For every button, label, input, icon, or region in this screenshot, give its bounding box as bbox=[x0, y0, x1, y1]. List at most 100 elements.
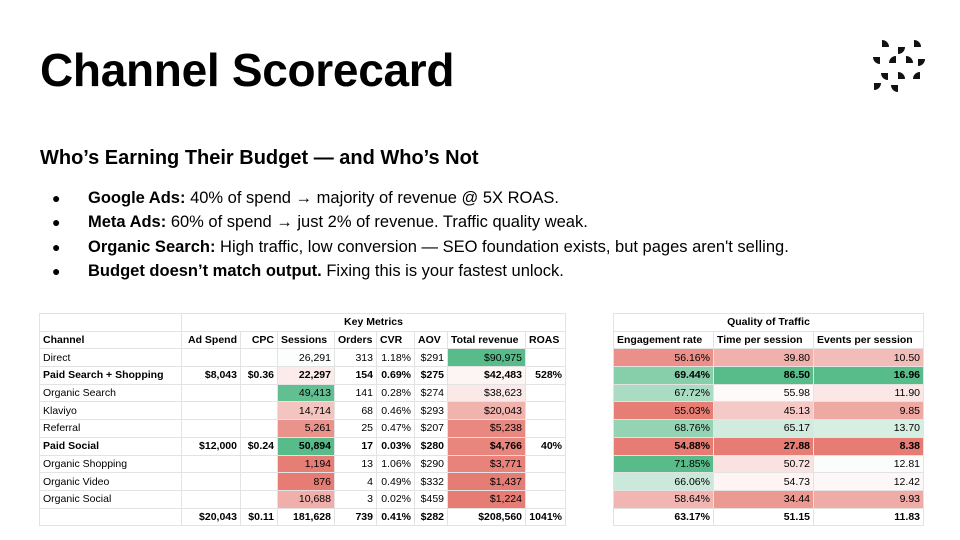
group-header-row: Key Metrics bbox=[39, 313, 566, 332]
table-row: Klaviyo 14,714 68 0.46% $293 $20,043 bbox=[39, 401, 566, 421]
table-cell: Klaviyo bbox=[39, 401, 182, 421]
table-cell: Paid Social bbox=[39, 436, 182, 456]
table-row: Organic Shopping 1,194 13 1.06% $290 $3,771 bbox=[39, 454, 566, 474]
table-cell: 0.47% bbox=[376, 419, 415, 438]
bullet-item: ● Meta Ads: 60% of spend → just 2% of rev… bbox=[52, 210, 789, 234]
totals-cell: 11.83 bbox=[813, 507, 924, 527]
bullet-lead: Google Ads: bbox=[88, 189, 186, 207]
table-cell bbox=[525, 454, 566, 474]
table-cell: 14,714 bbox=[277, 401, 335, 421]
totals-cell: 1041% bbox=[525, 507, 566, 527]
table-cell bbox=[525, 401, 566, 421]
group-header-row: Quality of Traffic bbox=[613, 313, 924, 332]
table-row: 68.76% 65.17 13.70 bbox=[613, 419, 924, 438]
table-cell bbox=[525, 348, 566, 368]
column-header: Orders bbox=[334, 330, 377, 350]
table-cell: 27.88 bbox=[713, 436, 814, 456]
table-cell: 154 bbox=[334, 366, 377, 385]
table-cell: 50.72 bbox=[713, 454, 814, 474]
table-cell: 0.69% bbox=[376, 366, 415, 385]
table-cell: 12.42 bbox=[813, 472, 924, 491]
column-header: AOV bbox=[414, 330, 448, 350]
table-row: 71.85% 50.72 12.81 bbox=[613, 454, 924, 474]
table-row: Organic Social 10,688 3 0.02% $459 $1,224 bbox=[39, 489, 566, 509]
table-cell: $12,000 bbox=[181, 436, 241, 456]
table-cell bbox=[525, 472, 566, 491]
table-cell: 50,894 bbox=[277, 436, 335, 456]
slide-subtitle: Who’s Earning Their Budget — and Who’s N… bbox=[40, 147, 479, 169]
bullet-text: 40% of spend → majority of revenue @ 5X … bbox=[185, 189, 559, 207]
column-header: CPC bbox=[240, 330, 278, 350]
table-cell bbox=[181, 383, 241, 403]
table-cell: $291 bbox=[414, 348, 448, 368]
column-header-row: Engagement rate Time per session Events pe… bbox=[613, 330, 924, 350]
table-cell: 55.03% bbox=[613, 401, 714, 421]
table-cell: $3,771 bbox=[447, 454, 526, 474]
table-row: Organic Video 876 4 0.49% $332 $1,437 bbox=[39, 472, 566, 491]
table-cell: 12.81 bbox=[813, 454, 924, 474]
bullet-item: ● Google Ads: 40% of spend → majority of … bbox=[52, 186, 789, 210]
table-cell: 65.17 bbox=[713, 419, 814, 438]
column-header: ROAS bbox=[525, 330, 566, 350]
quality-of-traffic-table: Quality of Traffic Engagement rate Time pe… bbox=[613, 313, 924, 527]
column-header-row: Channel Ad Spend CPC Sessions Orders CVR AOV To… bbox=[39, 330, 566, 350]
column-header: Ad Spend bbox=[181, 330, 241, 350]
table-cell: $1,224 bbox=[447, 489, 526, 509]
table-cell: 68.76% bbox=[613, 419, 714, 438]
table-cell: $332 bbox=[414, 472, 448, 491]
bullet-text: 60% of spend → just 2% of revenue. Traff… bbox=[166, 213, 588, 232]
table-cell: Direct bbox=[39, 348, 182, 368]
column-header: Events per session bbox=[813, 330, 924, 350]
table-cell: 528% bbox=[525, 366, 566, 385]
table-cell: 1,194 bbox=[277, 454, 335, 474]
table-cell: 22,297 bbox=[277, 366, 335, 385]
totals-row: $20,043 $0.11 181,628 739 0.41% $282 $208,560 1… bbox=[39, 507, 566, 527]
table-cell bbox=[240, 419, 278, 438]
table-cell: $5,238 bbox=[447, 419, 526, 438]
table-cell: 11.90 bbox=[813, 383, 924, 403]
table-cell: 16.96 bbox=[813, 366, 924, 385]
bullet-text: Fixing this is your fastest unlock. bbox=[321, 262, 564, 281]
table-cell: 69.44% bbox=[613, 366, 714, 385]
totals-cell: $282 bbox=[414, 507, 448, 527]
table-row: 56.16% 39.80 10.50 bbox=[613, 348, 924, 368]
table-cell: $4,766 bbox=[447, 436, 526, 456]
table-cell: 39.80 bbox=[713, 348, 814, 368]
table-cell: $207 bbox=[414, 419, 448, 438]
table-cell: Organic Video bbox=[39, 472, 182, 491]
brand-logo-icon bbox=[873, 40, 925, 92]
totals-cell: 739 bbox=[334, 507, 377, 527]
totals-cell: $0.11 bbox=[240, 507, 278, 527]
totals-cell: 181,628 bbox=[277, 507, 335, 527]
table-cell: $0.36 bbox=[240, 366, 278, 385]
table-cell bbox=[525, 419, 566, 438]
table-cell: $459 bbox=[414, 489, 448, 509]
table-cell bbox=[525, 489, 566, 509]
table-cell: 313 bbox=[334, 348, 377, 368]
table-cell: $280 bbox=[414, 436, 448, 456]
table-row: Organic Search 49,413 141 0.28% $274 $38,623 bbox=[39, 383, 566, 403]
column-header: Engagement rate bbox=[613, 330, 714, 350]
table-cell: 1.18% bbox=[376, 348, 415, 368]
table-row: 67.72% 55.98 11.90 bbox=[613, 383, 924, 403]
table-cell: 876 bbox=[277, 472, 335, 491]
totals-cell: 63.17% bbox=[613, 507, 714, 527]
table-cell: Referral bbox=[39, 419, 182, 438]
table-cell bbox=[181, 348, 241, 368]
table-row: 58.64% 34.44 9.93 bbox=[613, 489, 924, 509]
totals-cell: $20,043 bbox=[181, 507, 241, 527]
table-cell bbox=[240, 472, 278, 491]
table-cell: 3 bbox=[334, 489, 377, 509]
table-cell bbox=[181, 489, 241, 509]
column-header: Time per session bbox=[713, 330, 814, 350]
table-row: Referral 5,261 25 0.47% $207 $5,238 bbox=[39, 419, 566, 438]
table-cell: Organic Social bbox=[39, 489, 182, 509]
table-cell: 54.73 bbox=[713, 472, 814, 491]
group-header-spacer bbox=[39, 313, 182, 332]
table-cell: $275 bbox=[414, 366, 448, 385]
bullet-icon: ● bbox=[52, 190, 61, 206]
column-header: CVR bbox=[376, 330, 415, 350]
table-cell: 55.98 bbox=[713, 383, 814, 403]
totals-cell bbox=[39, 507, 182, 527]
table-cell: Paid Search + Shopping bbox=[39, 366, 182, 385]
